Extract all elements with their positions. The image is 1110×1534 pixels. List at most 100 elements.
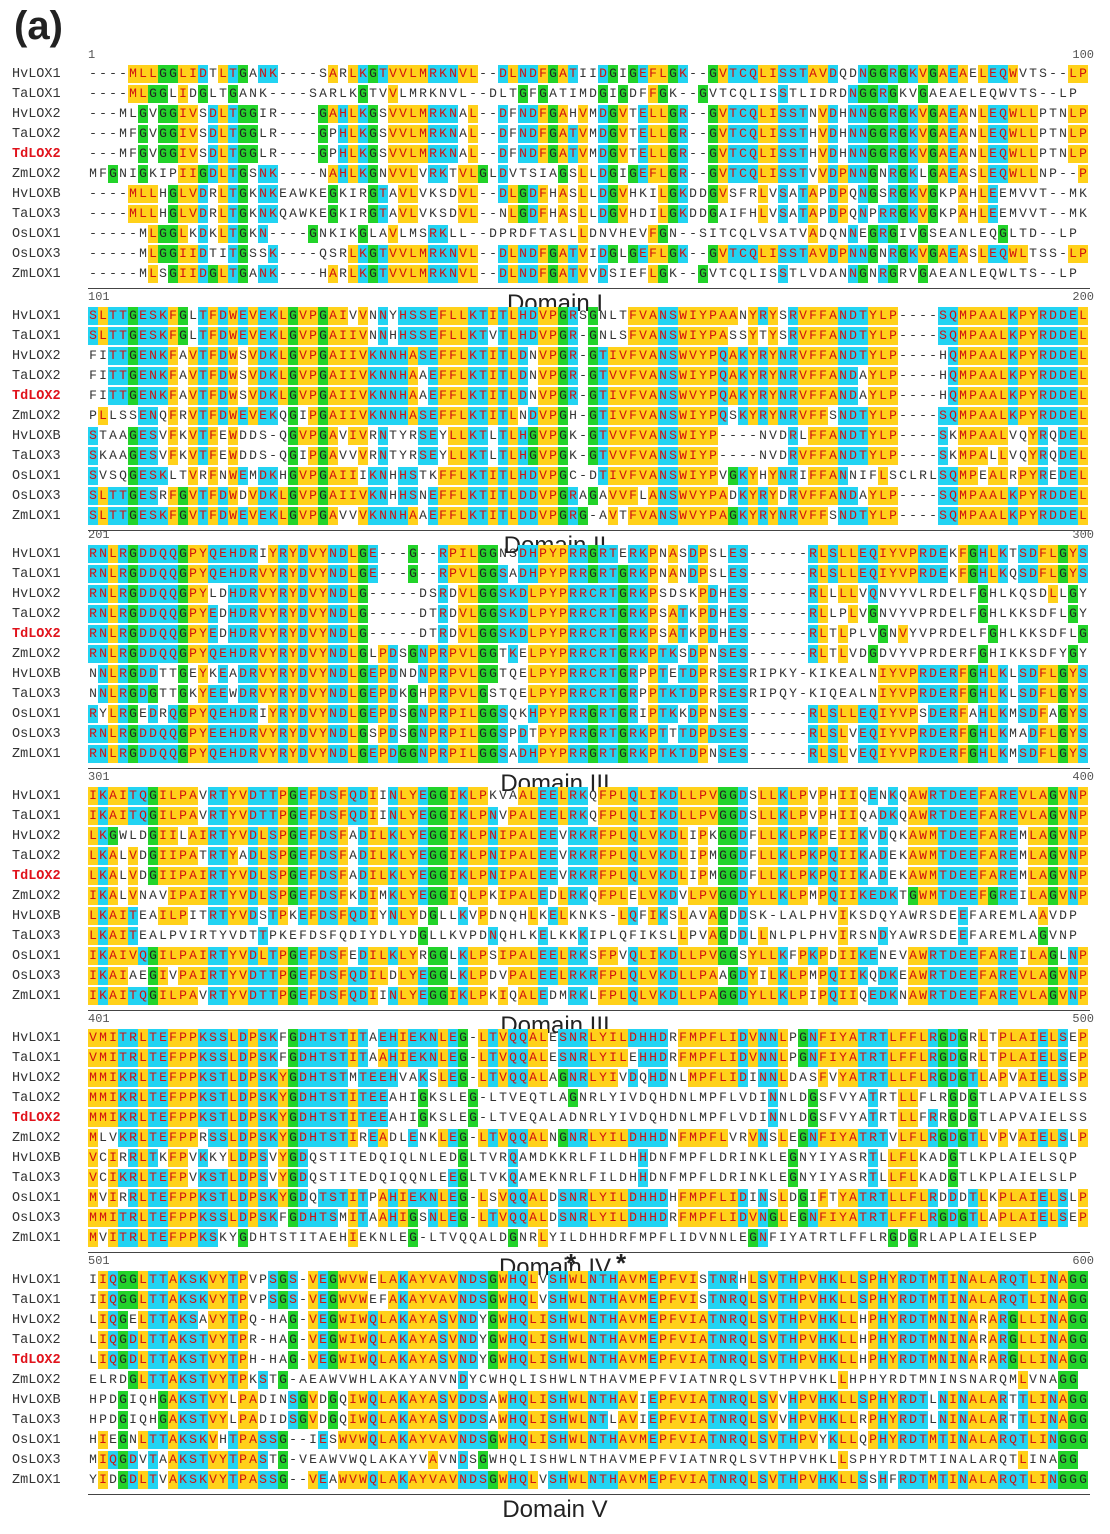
sequence-row: HvLOX1 R N L R G D D Q Q G P Y Q E H D R I Y R Y D V Y N D L G E - - - G -…	[12, 544, 1088, 564]
sequence-name: TdLOX2	[12, 868, 61, 884]
sequence-row: TdLOX2 F I T T G E N K F A V T F D W S V D K L G V P G A I I V K N N H A A…	[12, 386, 1088, 406]
sequence-name: TdLOX2	[12, 626, 61, 642]
sequence-name: HvLOX2	[12, 348, 61, 364]
sequence-name: OsLOX3	[12, 726, 61, 742]
sequence-row: HvLOXB S T A A G E S V F K V T F E W D D S - Q G V P G A V I V R N T Y R S…	[12, 426, 1088, 446]
sequence-name: HvLOX1	[12, 1030, 61, 1046]
sequence-name: OsLOX1	[12, 706, 61, 722]
sequence-name: TdLOX2	[12, 1110, 61, 1126]
sequence-name: HvLOX1	[12, 308, 61, 324]
sequence-row: ZmLOX1 - - - - - M L S G I I D G L T G A N K - - - - H A R L K G T V V L M…	[12, 264, 1088, 284]
sequence-row: TdLOX2 - - - M F G V G G I V S D L T G G L R - - - - G P H L K G S V V L M…	[12, 144, 1088, 164]
sequence-name: ZmLOX2	[12, 166, 61, 182]
sequence-name: HvLOX1	[12, 66, 61, 82]
sequence-rows: HvLOX1 I K A I T Q G I L P A V R T Y V D T T P G E F D S F Q D I I N L Y E…	[12, 786, 1088, 1006]
position-start: 201	[88, 528, 110, 542]
sequence-name: TaLOX2	[12, 848, 61, 864]
sequence-name: OsLOX1	[12, 226, 61, 242]
sequence-name: OsLOX3	[12, 246, 61, 262]
sequence-name: ZmLOX1	[12, 508, 61, 524]
sequence-name: HvLOX2	[12, 828, 61, 844]
sequence-name: TaLOX2	[12, 1332, 61, 1348]
sequence-name: OsLOX3	[12, 488, 61, 504]
sequence-name: TaLOX1	[12, 808, 61, 824]
sequence-name: TaLOX3	[12, 448, 61, 464]
sequence-name: ZmLOX1	[12, 746, 61, 762]
sequence-row: HvLOX1 I I Q G G L T T A K S K V Y T P V P S G S - V E G W V W E L A K A Y…	[12, 1270, 1088, 1290]
sequence-row: HvLOXB N N L R G D D T T G E Y K E A D R V Y R Y D V Y N D L G E P D N D N…	[12, 664, 1088, 684]
sequence-name: ZmLOX1	[12, 1472, 61, 1488]
sequence-row: TaLOX1 I K A I T Q G I L P A V R T Y V D T T P G E F D S F Q D I I N L Y E…	[12, 806, 1088, 826]
position-start: 501	[88, 1254, 110, 1268]
sequence-name: TaLOX1	[12, 1050, 61, 1066]
sequence-name: TaLOX3	[12, 686, 61, 702]
sequence-row: ZmLOX2 R N L R G D D Q Q G P Y Q E H D R V Y R Y D V Y N D L G L P D S G N…	[12, 644, 1088, 664]
sequence-row: TaLOX1 - - - - M L G G L I D G L T G A N K - - - - S A R L K G T V V L M R…	[12, 84, 1088, 104]
sequence-row: OsLOX1 H I E G N L T T A K S K V H T P A S S G - - I E S W V W Q L A K A Y…	[12, 1430, 1088, 1450]
sequence-row: TaLOX2 L I Q G D L T T A K S T V Y T P R - H A G - V E G W I W Q L A K A Y…	[12, 1330, 1088, 1350]
position-end: 400	[1072, 770, 1094, 784]
sequence-row: OsLOX3 R N L R G D D Q Q G P Y E E H D R V Y R Y D V Y N D L G S P D S G N…	[12, 724, 1088, 744]
sequence-name: TaLOX2	[12, 126, 61, 142]
sequence-name: TdLOX2	[12, 388, 61, 404]
position-end: 600	[1072, 1254, 1094, 1268]
sequence-row: TaLOX2 F I T T G E N K F A V T F D W S V D K L G V P G A I I V K N N H A A…	[12, 366, 1088, 386]
sequence-name: TaLOX1	[12, 86, 61, 102]
sequence-row: HvLOX2 F I T T G E N K F A V T F D W S V D K L G V P G A I I V K N N H A S…	[12, 346, 1088, 366]
sequence-name: HvLOX1	[12, 546, 61, 562]
sequence-name: OsLOX3	[12, 1452, 61, 1468]
sequence-row: TaLOX3 V C I K R L T E F P V K S T L D P S V Y G D Q S T I T E D Q I Q Q N…	[12, 1168, 1088, 1188]
sequence-name: OsLOX3	[12, 1210, 61, 1226]
domain-underline	[88, 1252, 1090, 1253]
sequence-name: ZmLOX1	[12, 266, 61, 282]
sequence-name: TaLOX2	[12, 606, 61, 622]
position-end: 100	[1072, 48, 1094, 62]
sequence-rows: HvLOX1 R N L R G D D Q Q G P Y Q E H D R I Y R Y D V Y N D L G E - - - G -…	[12, 544, 1088, 764]
sequence-row: OsLOX1 - - - - - M L G G L K D K L T G K N - - - - G N K I K G L A V L M S…	[12, 224, 1088, 244]
sequence-row: OsLOX1 R Y L R G E D R Q G P Y Q E H D R I Y R Y D V Y N D L G E P D S G N…	[12, 704, 1088, 724]
sequence-name: ZmLOX1	[12, 988, 61, 1004]
sequence-row: TaLOX1 S L T T G E S K F G L T F D W E V E K L G V P G A I I V N N H H S S…	[12, 326, 1088, 346]
sequence-rows: HvLOX1 I I Q G G L T T A K S K V Y T P V P S G S - V E G W V W E L A K A Y…	[12, 1270, 1088, 1490]
sequence-name: HvLOX2	[12, 1070, 61, 1086]
sequence-name: OsLOX1	[12, 468, 61, 484]
sequence-row: OsLOX3 S L T T G E S R F G V T F D W D V D K L G V P G A I I V K N H H S N…	[12, 486, 1088, 506]
sequence-name: HvLOXB	[12, 1392, 61, 1408]
sequence-row: TaLOX3 L K A I T E A L P V I R T Y V D T T P K E F D S F Q D I Y D L Y D G…	[12, 926, 1088, 946]
sequence-name: TaLOX3	[12, 928, 61, 944]
sequence-row: OsLOX3 - - - - - M L G G I I D T I T G S S K - - - - Q S R L K G T V V L M…	[12, 244, 1088, 264]
sequence-name: TaLOX2	[12, 1090, 61, 1106]
sequence-row: TdLOX2 M M I K R L T E F P P K S T L D P S K Y G D H T S T I T E E A H I G…	[12, 1108, 1088, 1128]
sequence-name: ZmLOX2	[12, 1372, 61, 1388]
domain-label: Domain V	[502, 1496, 608, 1523]
position-start: 1	[88, 48, 96, 62]
position-end: 300	[1072, 528, 1094, 542]
sequence-row: ZmLOX2 I K A L V N A V I P A I R T Y V D L S P G E F D S F K D I M K L Y E…	[12, 886, 1088, 906]
